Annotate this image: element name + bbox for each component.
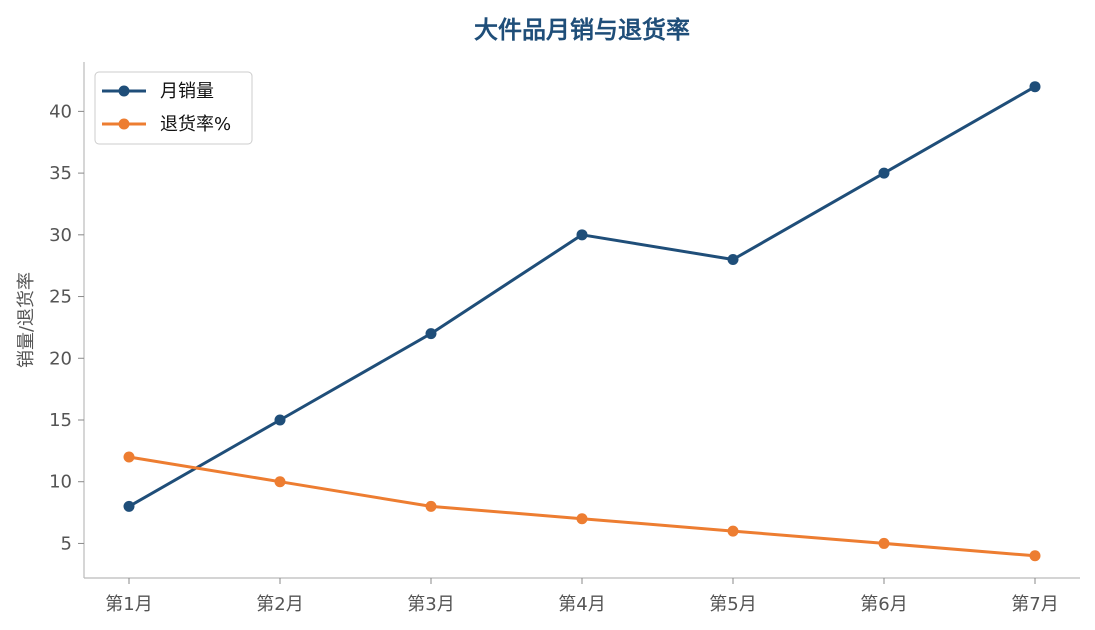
x-tick-label: 第3月 [407, 594, 454, 615]
data-point-0-4 [727, 254, 739, 266]
data-point-1-4 [727, 525, 739, 537]
data-point-0-0 [123, 500, 135, 512]
y-tick-label: 5 [61, 533, 72, 554]
y-tick-label: 25 [49, 287, 72, 308]
chart-title: 大件品月销与退货率 [474, 16, 690, 44]
data-point-1-0 [123, 451, 135, 463]
data-point-0-1 [274, 414, 286, 426]
x-tick-label: 第7月 [1011, 594, 1058, 615]
series-line-0 [128, 85, 1036, 508]
legend: 月销量 退货率% [94, 71, 253, 145]
legend-marker-sales [118, 85, 130, 97]
x-tick-label: 第4月 [558, 594, 605, 615]
legend-marker-return-rate [118, 118, 130, 130]
data-point-0-5 [878, 167, 890, 179]
y-tick-label: 20 [49, 348, 72, 369]
x-ticks: 第1月 第2月 第3月 第4月 第5月 第6月 第7月 [105, 578, 1059, 615]
y-axis-label: 销量/退货率 [16, 272, 37, 368]
legend-label-sales: 月销量 [160, 81, 214, 102]
series-line-1 [128, 455, 1036, 558]
x-tick-label: 第1月 [105, 594, 152, 615]
x-tick-label: 第2月 [256, 594, 303, 615]
data-point-1-6 [1029, 550, 1041, 562]
y-tick-label: 30 [49, 225, 72, 246]
data-point-0-6 [1029, 81, 1041, 93]
data-point-0-3 [576, 229, 588, 241]
series-layer [123, 81, 1041, 562]
y-tick-label: 10 [49, 472, 72, 493]
legend-label-return-rate: 退货率% [160, 114, 231, 135]
y-ticks: 5 10 15 20 25 30 35 40 [49, 101, 84, 554]
y-tick-label: 15 [49, 410, 72, 431]
data-point-1-3 [576, 513, 588, 525]
y-tick-label: 35 [49, 163, 72, 184]
data-point-1-5 [878, 537, 890, 549]
y-tick-label: 40 [49, 101, 72, 122]
data-point-0-2 [425, 328, 437, 340]
data-point-1-1 [274, 476, 286, 488]
x-tick-label: 第5月 [709, 594, 756, 615]
data-point-1-2 [425, 500, 437, 512]
x-tick-label: 第6月 [860, 594, 907, 615]
